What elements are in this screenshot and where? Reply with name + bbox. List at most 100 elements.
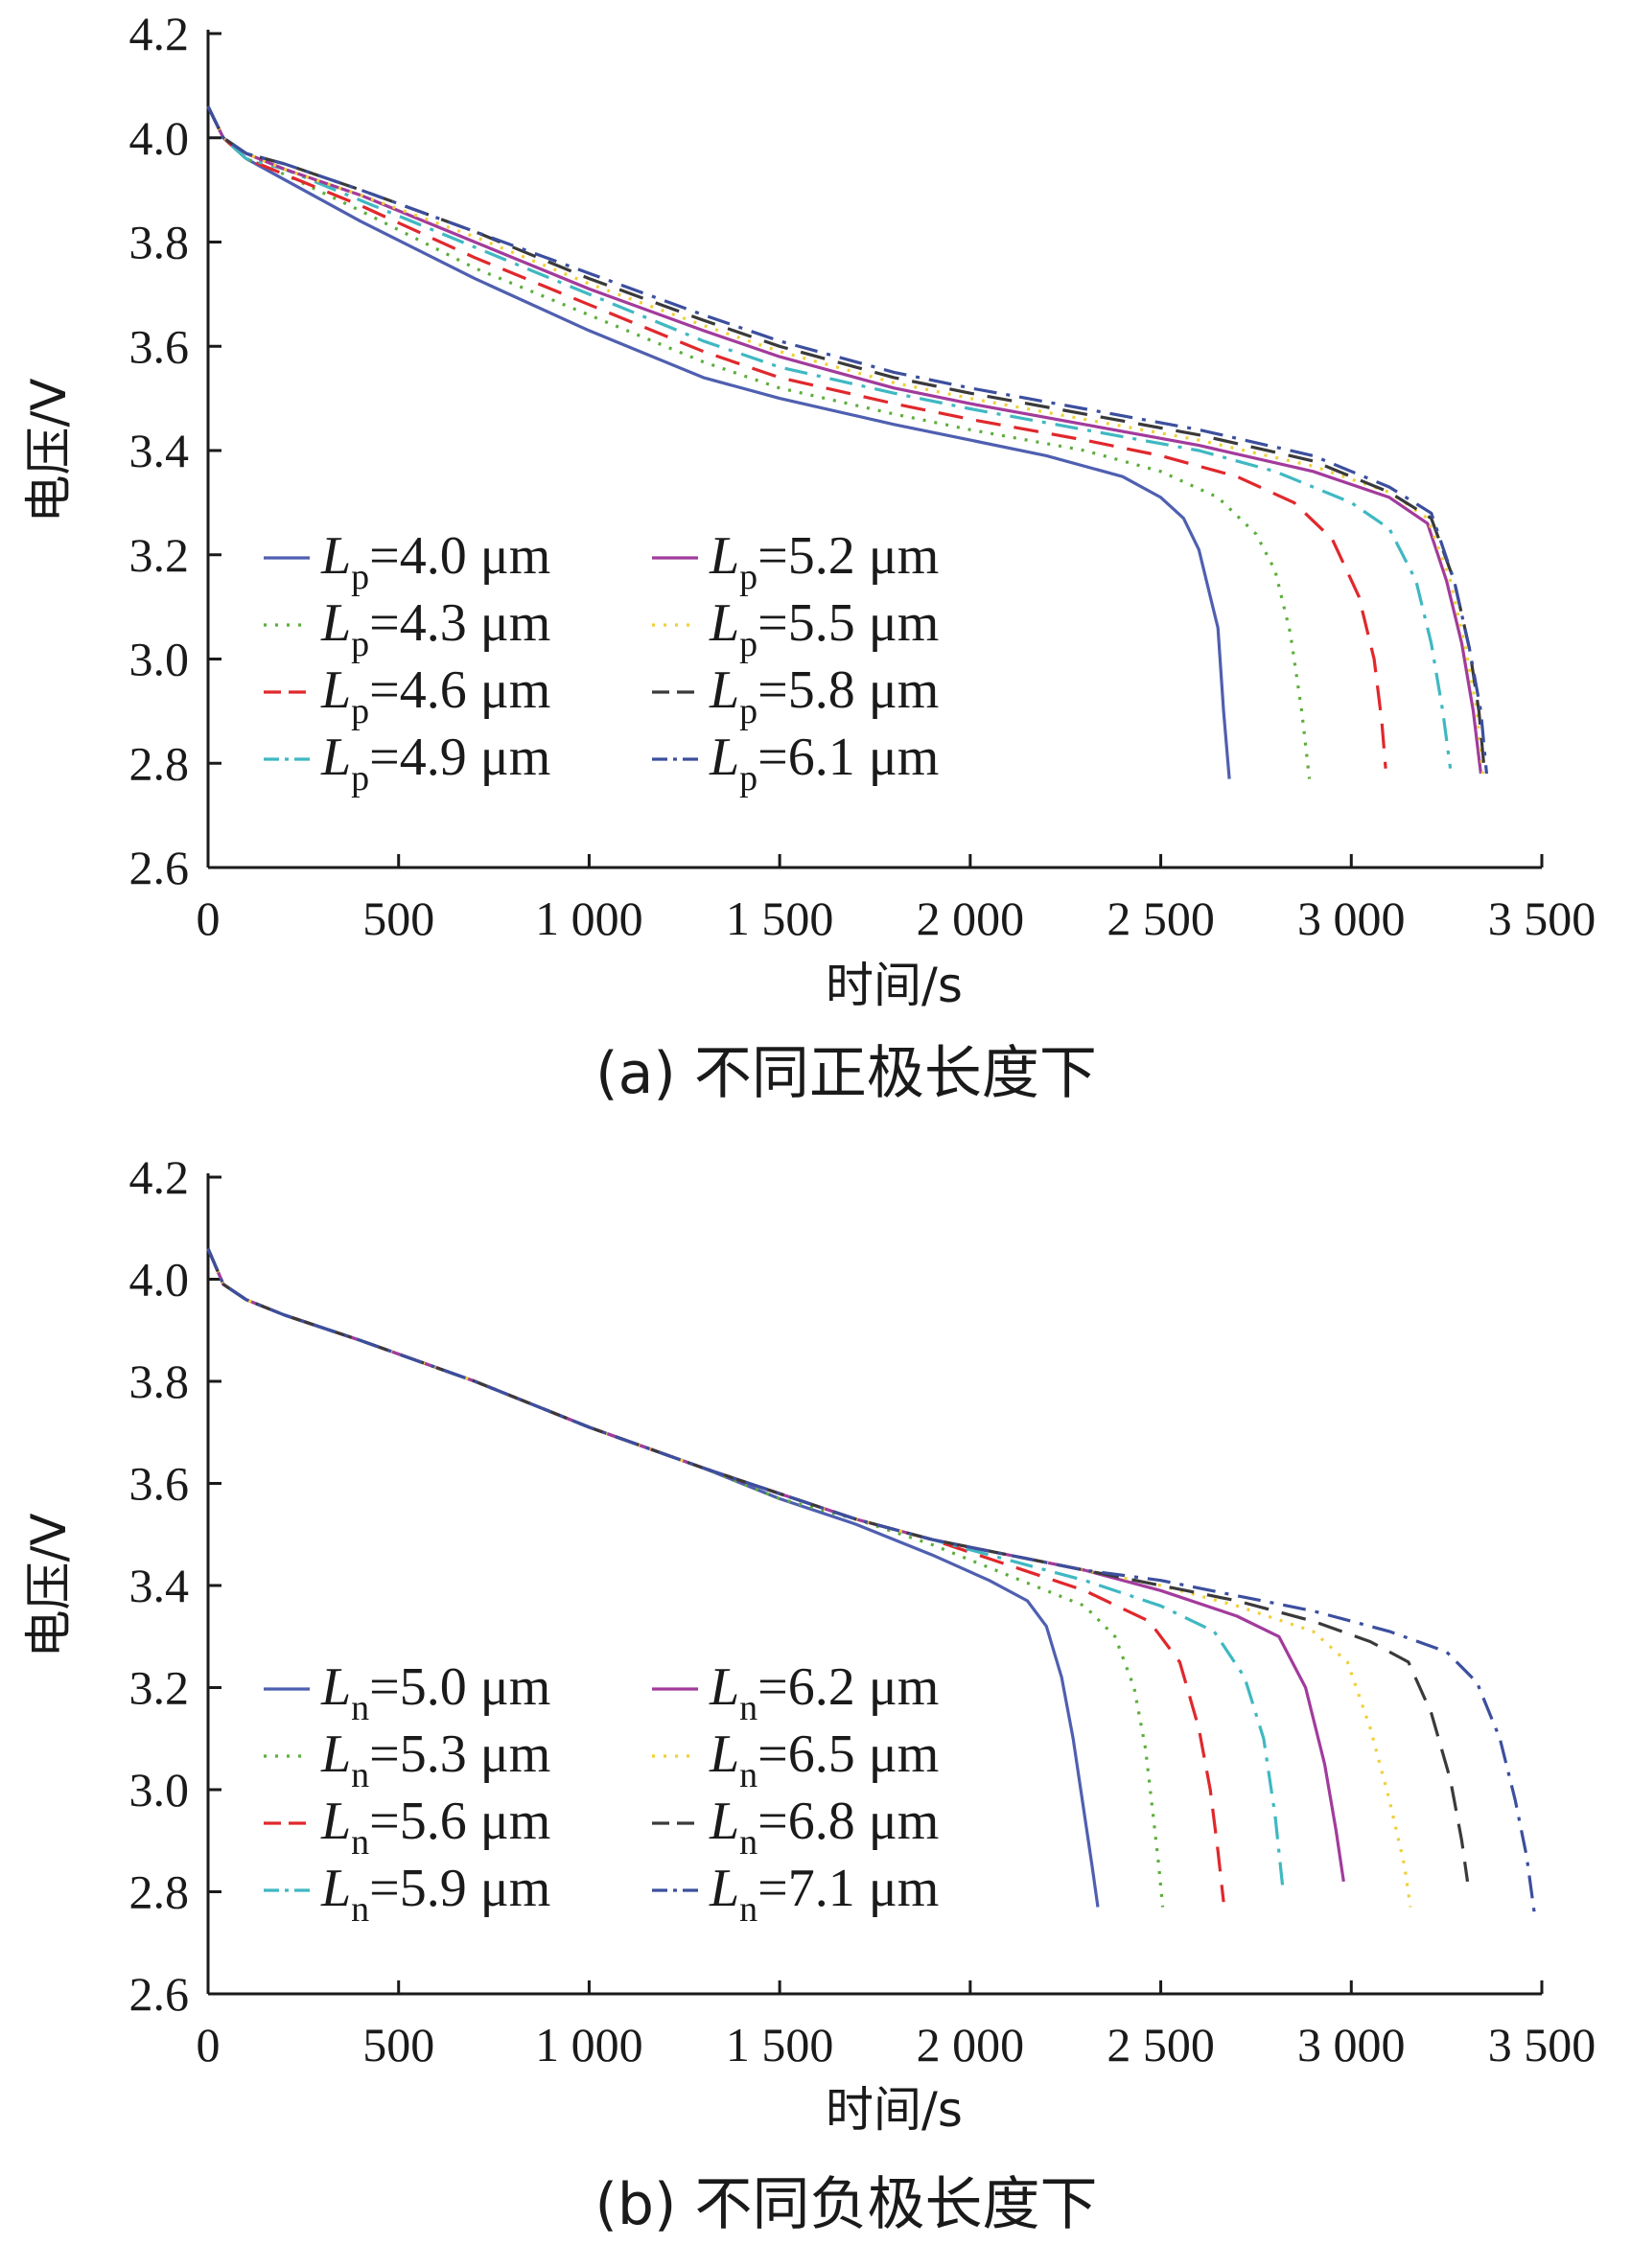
y-tick-label: 4.0 [129, 1253, 190, 1307]
x-tick-label: 2 500 [1107, 891, 1215, 945]
legend-sub: n [739, 1822, 757, 1863]
x-tick-label: 1 000 [535, 2018, 643, 2071]
legend-value: =4.3 μm [369, 593, 550, 653]
y-tick-label: 2.6 [129, 841, 190, 894]
legend-var: L [320, 1792, 351, 1851]
legend-sub: p [739, 691, 757, 731]
legend-value: =5.9 μm [369, 1859, 550, 1918]
legend-label: Ln=5.3 μm [320, 1724, 550, 1795]
legend-sub: n [739, 1755, 757, 1795]
y-tick-label: 2.8 [129, 736, 190, 790]
legend-label: Lp=5.8 μm [709, 660, 939, 731]
legend-var: L [709, 1724, 739, 1784]
panel-b: 2.6 2.8 3.0 3.2 3.4 3.6 3.8 4.0 4.2 0 500 1 000 1 50… [21, 1150, 1596, 2238]
legend-value: =6.2 μm [757, 1657, 939, 1717]
series-line [206, 1247, 1412, 1908]
legend-label: Lp=4.6 μm [320, 660, 550, 731]
y-tick-label: 3.4 [129, 1559, 190, 1612]
legend-var: L [320, 1657, 351, 1717]
y-tick-label: 3.2 [129, 1661, 190, 1715]
legend-sub: n [739, 1889, 757, 1930]
legend-label: Ln=6.8 μm [709, 1792, 939, 1863]
legend-sub: n [351, 1822, 369, 1863]
legend-label: Lp=4.9 μm [320, 728, 550, 798]
legend-label: Lp=4.3 μm [320, 593, 550, 664]
y-tick-label: 3.4 [129, 424, 190, 477]
legend-value: =5.6 μm [369, 1792, 550, 1851]
legend-value: =5.5 μm [757, 593, 939, 653]
legend-label: Ln=6.5 μm [709, 1724, 939, 1795]
legend-sub: n [739, 1688, 757, 1728]
x-tick-label: 3 500 [1488, 2018, 1596, 2071]
legend-sub: p [739, 624, 757, 664]
x-tick-label: 500 [362, 2018, 434, 2071]
legend-var: L [709, 526, 739, 586]
legend-var: L [320, 728, 351, 787]
legend-label: Ln=7.1 μm [709, 1859, 939, 1930]
legend-label: Ln=5.6 μm [320, 1792, 550, 1863]
legend-value: =5.2 μm [757, 526, 939, 586]
series-line [206, 1247, 1345, 1883]
legend-var: L [709, 1792, 739, 1851]
legend-label: Ln=5.0 μm [320, 1657, 550, 1728]
x-tick-label: 1 500 [726, 891, 834, 945]
y-tick-label: 4.2 [129, 7, 190, 60]
x-tick-label: 3 500 [1488, 891, 1596, 945]
legend-var: L [709, 1657, 739, 1717]
legend-sub: p [739, 557, 757, 597]
legend-label: Lp=6.1 μm [709, 728, 939, 798]
legend-var: L [320, 593, 351, 653]
legend-var: L [320, 1859, 351, 1918]
y-tick-label: 3.8 [129, 1354, 190, 1408]
legend-value: =6.1 μm [757, 728, 939, 787]
panel-a: 2.6 2.8 3.0 3.2 3.4 3.6 3.8 4.0 4.2 0 500 1 000 1 50… [21, 7, 1596, 1107]
y-axis-label: 电压/V [21, 378, 77, 522]
legend-label: Ln=5.9 μm [320, 1859, 550, 1930]
series-line [206, 1247, 1536, 1913]
series-line [206, 105, 1484, 775]
series-line [206, 1247, 1165, 1908]
legend-var: L [320, 1724, 351, 1784]
legend-sub: p [351, 691, 369, 731]
legend-label: Lp=5.2 μm [709, 526, 939, 597]
legend-var: L [709, 1859, 739, 1918]
x-tick-label: 3 000 [1297, 891, 1406, 945]
y-tick-label: 3.0 [129, 1763, 190, 1817]
legend-sub: p [739, 758, 757, 798]
legend-value: =7.1 μm [757, 1859, 939, 1918]
legend-value: =4.9 μm [369, 728, 550, 787]
y-tick-label: 2.6 [129, 1967, 190, 2021]
legend-sub: p [351, 758, 369, 798]
legend-var: L [320, 526, 351, 586]
legend-var: L [709, 593, 739, 653]
legend-sub: n [351, 1889, 369, 1930]
x-tick-label: 1 000 [535, 891, 643, 945]
legend-var: L [709, 660, 739, 720]
y-axis-label: 电压/V [21, 1513, 77, 1657]
legend-value: =4.0 μm [369, 526, 550, 586]
y-tick-label: 4.0 [129, 111, 190, 165]
x-tick-label: 2 000 [917, 2018, 1025, 2071]
series-line [206, 105, 1387, 769]
legend-value: =6.5 μm [757, 1724, 939, 1784]
legend-var: L [320, 660, 351, 720]
legend-label: Lp=4.0 μm [320, 526, 550, 597]
x-tick-label: 0 [197, 891, 221, 945]
y-tick-label: 2.8 [129, 1865, 190, 1919]
legend-sub: n [351, 1755, 369, 1795]
legend-sub: p [351, 557, 369, 597]
x-tick-label: 0 [197, 2018, 221, 2071]
x-axis-label: 时间/s [826, 958, 963, 1013]
y-tick-label: 4.2 [129, 1150, 190, 1204]
x-tick-label: 500 [362, 891, 434, 945]
x-tick-label: 1 500 [726, 2018, 834, 2071]
panel-caption: (a) 不同正极长度下 [595, 1040, 1097, 1107]
series-line [206, 105, 1486, 775]
legend-sub: n [351, 1688, 369, 1728]
legend-value: =5.8 μm [757, 660, 939, 720]
x-tick-label: 2 500 [1107, 2018, 1215, 2071]
legend-value: =5.3 μm [369, 1724, 550, 1784]
y-tick-label: 3.8 [129, 216, 190, 269]
series-line [206, 1247, 1470, 1883]
